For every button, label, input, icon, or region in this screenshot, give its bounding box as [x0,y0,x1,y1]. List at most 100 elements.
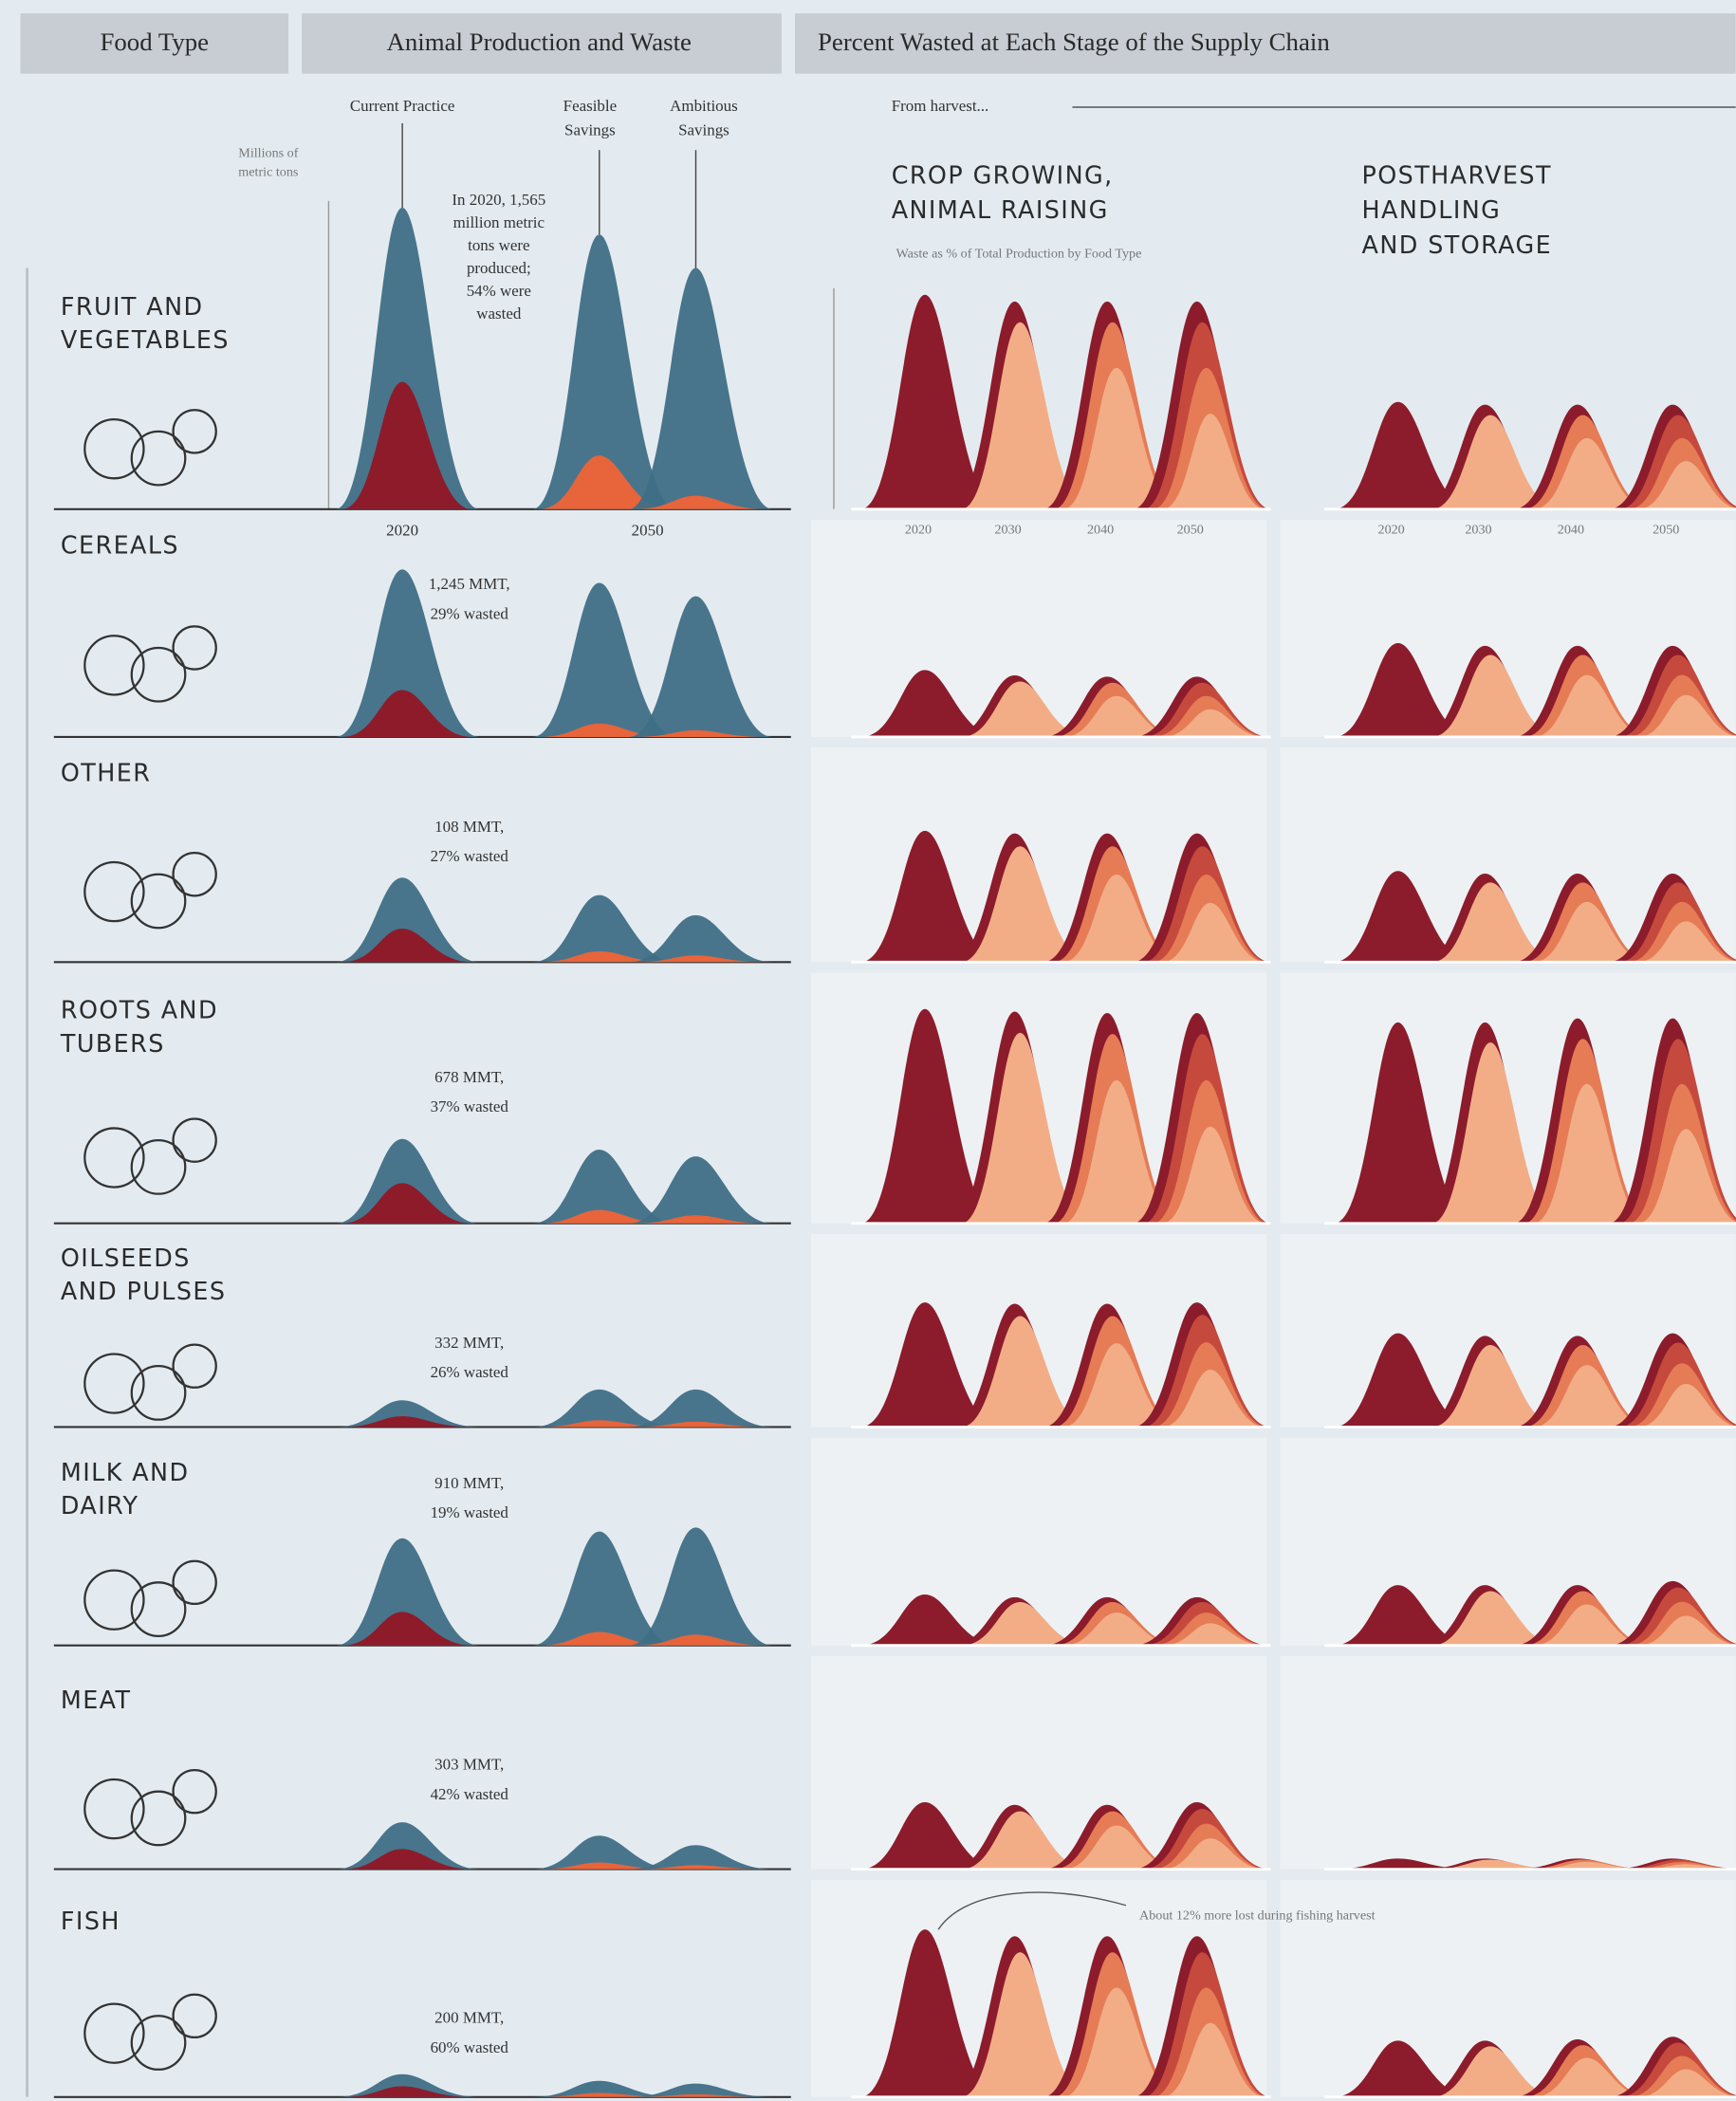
stage-hill [860,1929,1000,2097]
waste-hill [539,950,669,963]
icon [130,1581,187,1637]
production-hill [532,234,676,509]
annotation-wasted: 29% wasted [431,604,509,622]
waste-hill [539,1631,669,1646]
year-label: 2050 [1177,523,1204,538]
annotation: 200 MMT, [434,2009,504,2027]
stage-layer [1162,414,1266,509]
waste-hill [539,1209,669,1224]
icon [130,1790,187,1847]
waste-hill [635,1634,766,1646]
axis-label: metric tons [238,164,298,179]
production-hill [335,1822,480,1870]
stage-layer [1162,902,1266,963]
icon [130,1139,187,1195]
stage-layer [1431,415,1559,509]
intro: From harvest... [892,97,989,115]
stage-layer [1637,1383,1736,1428]
row-label: ROOTS AND [61,996,218,1024]
waste-hill [635,729,766,737]
year-label: 2040 [1558,523,1584,538]
icon [172,1343,217,1389]
stage-layer [1637,1129,1736,1224]
stage-layer [1431,1042,1559,1224]
icon [83,635,145,696]
row-label: CEREALS [61,530,179,559]
axis-label: Waste as % of Total Production by Food T… [896,247,1141,262]
annotation: 54% were [467,282,531,300]
annotation-wasted: 42% wasted [431,1785,509,1803]
icon [83,1569,145,1631]
waste-hill [342,1416,472,1428]
stage-layer [1431,1591,1559,1646]
row-label: MEAT [61,1686,132,1714]
waste-hill [635,1215,766,1224]
waste-hill [539,1862,669,1870]
production-hill [335,1400,480,1428]
waste-hill [635,955,766,963]
stage-hill [860,1801,1000,1870]
production-hill [532,1389,676,1428]
year-label: 2030 [1465,523,1491,538]
stage-layer [1637,1615,1736,1646]
stage-hill [860,670,1000,737]
annotation-wasted: 37% wasted [431,1097,509,1115]
header: Percent Wasted at Each Stage of the Supp… [818,28,1330,56]
icon [130,2015,187,2071]
stage-layer [1162,709,1266,737]
scenario-label: Savings [678,120,729,138]
row-label: MILK AND [61,1458,190,1486]
stage-layer [1062,1613,1179,1646]
scenario-label: Ambitious [670,97,738,115]
stage-layer [1533,674,1649,737]
stage-layer [1533,2057,1649,2097]
stage-title: POSTHARVEST [1362,160,1552,189]
stage-hill [1333,2040,1472,2097]
annotation: 678 MMT, [434,1068,504,1086]
stage-title: ANIMAL RAISING [892,195,1109,224]
year-label: 2040 [1087,523,1114,538]
stage-title: AND STORAGE [1362,230,1553,259]
stage-layer [1162,1838,1266,1870]
header-bar [20,13,289,74]
stage-hill [1333,1022,1472,1224]
stage-layer [1533,437,1649,509]
year-label: 2020 [386,522,418,540]
waste-hill [635,2093,766,2097]
icon [172,1117,217,1163]
stage-layer [1637,921,1736,963]
stage-layer [1431,882,1559,963]
row-label: OTHER [61,758,151,786]
icon [172,852,217,897]
stage-hill [1333,401,1472,509]
row-label: DAIRY [61,1491,139,1520]
stage-hill [860,830,1000,963]
waste-hill [342,2086,472,2097]
production-hill [628,267,773,509]
row-label: VEGETABLES [61,325,230,354]
annotation-wasted: 26% wasted [431,1363,509,1381]
waste-hill [342,928,472,963]
annotation: 1,245 MMT, [429,575,510,593]
stage-hill [1333,1858,1472,1870]
production-hill [628,1389,773,1428]
stage-layer [1637,461,1736,509]
stage-layer [961,1316,1088,1428]
icon [172,409,217,454]
stage-layer [961,1811,1088,1870]
icon [130,1365,187,1421]
waste-hill [635,1421,766,1428]
waste-hill [342,1849,472,1870]
stage-layer [1062,1343,1179,1428]
stage-panel [1280,1656,1736,1870]
icon [83,1353,145,1414]
stage-layer [961,322,1088,509]
production-hill [628,1845,773,1870]
stage-layer [1431,1344,1559,1428]
icon [172,1559,217,1606]
icon [130,646,187,703]
waste-hill [539,1420,669,1428]
stage-layer [961,1032,1088,1224]
stage-layer [1162,1623,1266,1646]
annotation: 332 MMT, [434,1334,504,1352]
